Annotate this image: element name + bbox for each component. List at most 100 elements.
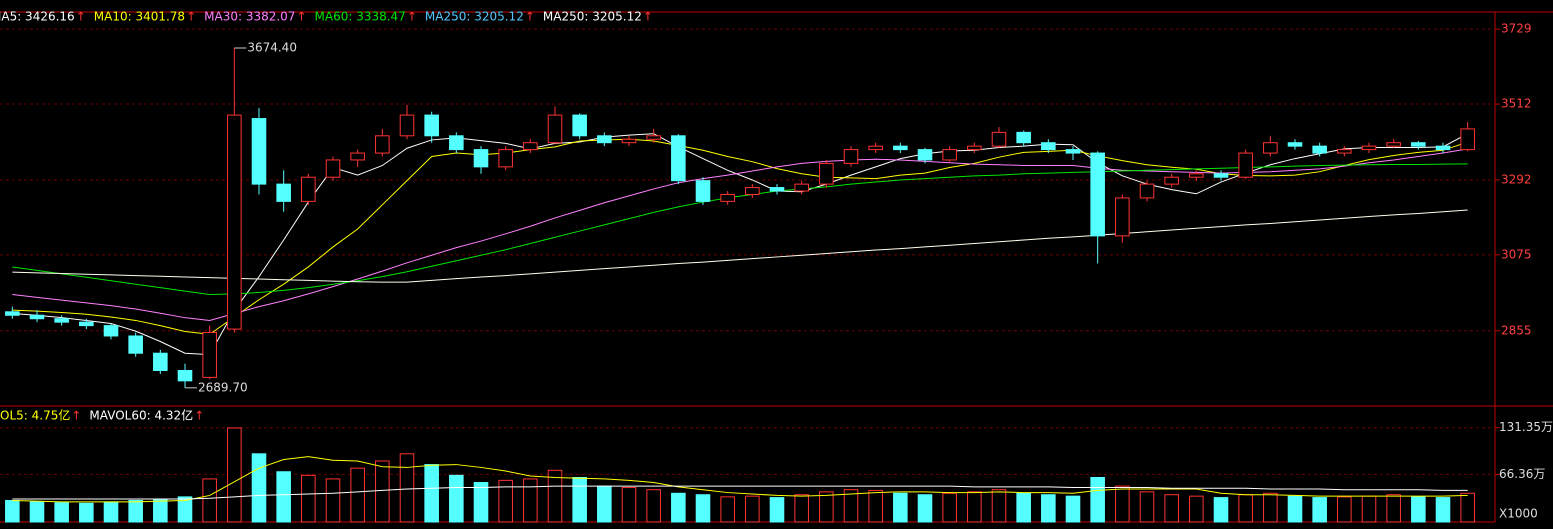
- volume-bar: [1041, 494, 1056, 523]
- volume-bar: [1139, 491, 1155, 523]
- candle-body: [967, 145, 982, 151]
- legend-arrow: ↑: [407, 10, 417, 24]
- legend-arrow: ↑: [76, 10, 86, 24]
- volume-bar: [646, 489, 661, 523]
- volume-bar: [695, 494, 711, 523]
- legend-entry: MAVOL60: 4.32亿: [89, 408, 193, 423]
- volume-bar: [276, 471, 291, 523]
- volume-bar: [1238, 494, 1253, 523]
- volume-bar: [868, 489, 883, 523]
- candle-body: [1065, 149, 1081, 154]
- candle-body: [1016, 131, 1031, 144]
- volume-bar: [153, 498, 168, 523]
- volume-bar: [547, 469, 563, 523]
- candle-body: [202, 332, 217, 378]
- mavol-line: [12, 485, 1468, 500]
- candle-body: [375, 135, 390, 154]
- volume-bar: [523, 478, 538, 523]
- volume-bar: [1065, 495, 1081, 523]
- candle-body: [1361, 145, 1377, 151]
- volume-bar: [967, 491, 982, 523]
- volume-bar: [819, 491, 834, 523]
- volume-bar: [54, 502, 69, 523]
- candle-body: [819, 162, 834, 185]
- ma-line: [12, 209, 1468, 283]
- candle-body: [1337, 149, 1352, 154]
- volume-bar: [1312, 497, 1327, 523]
- candle-body: [745, 187, 760, 195]
- volume-bar: [1411, 496, 1426, 523]
- candle-body: [646, 135, 661, 140]
- volume-bar: [498, 479, 513, 523]
- candle-body: [251, 118, 267, 185]
- legend-entry: MA30: 3382.07: [204, 10, 295, 24]
- y-tick-label: 3512: [1501, 97, 1532, 111]
- candle-body: [991, 131, 1007, 147]
- candle-body: [1238, 152, 1253, 178]
- candle-body: [350, 152, 365, 161]
- candle-body: [794, 183, 809, 192]
- volume-bar: [942, 492, 957, 523]
- candle-body: [843, 149, 859, 164]
- candle-body: [54, 318, 69, 323]
- candle-body: [547, 114, 563, 144]
- volume-bar: [29, 501, 45, 523]
- candle-body: [671, 135, 686, 182]
- candle-body: [1189, 173, 1204, 178]
- legend-arrow: ↑: [525, 10, 535, 24]
- candle-body: [498, 149, 513, 168]
- candle-body: [1287, 142, 1303, 147]
- candle-body: [424, 114, 439, 137]
- candle-body: [79, 321, 94, 327]
- volume-bar: [843, 489, 859, 523]
- candle-body: [1139, 183, 1155, 199]
- volume-bar: [671, 492, 686, 523]
- volume-bar: [79, 502, 94, 523]
- volume-bar: [572, 476, 587, 523]
- volume-bar: [399, 453, 415, 523]
- candle-body: [29, 314, 45, 320]
- candle-body: [1213, 173, 1229, 178]
- y-tick-label: 131.35万: [1499, 420, 1553, 434]
- candle-body: [325, 159, 341, 178]
- candle-body: [1460, 128, 1475, 151]
- volume-bar: [1016, 492, 1031, 523]
- legend-entry: MA5: 3426.16: [0, 10, 75, 24]
- volume-bar: [1435, 497, 1451, 523]
- volume-bar: [893, 492, 908, 523]
- y-tick-label: 3292: [1501, 172, 1532, 186]
- volume-bar: [1263, 492, 1278, 523]
- volume-bar: [1337, 496, 1352, 523]
- legend-arrow: ↑: [643, 10, 653, 24]
- annotation: 3674.40: [247, 40, 297, 54]
- volume-bar: [917, 494, 933, 523]
- volume-bar: [103, 501, 119, 523]
- candle-body: [917, 149, 933, 161]
- volume-bar: [128, 499, 143, 523]
- candle-body: [1090, 152, 1105, 237]
- candle-body: [893, 145, 908, 151]
- volume-bar: [251, 453, 267, 523]
- volume-bar: [745, 495, 760, 523]
- candle-body: [1263, 142, 1278, 154]
- volume-bar: [424, 464, 439, 523]
- candle-body: [1115, 197, 1130, 237]
- legend-arrow: ↑: [296, 10, 306, 24]
- candle-body: [276, 183, 291, 202]
- legend-entry: VOL5: 4.75亿: [0, 408, 70, 423]
- legend-entry: MA250: 3205.12: [543, 10, 642, 24]
- volume-bar: [720, 496, 735, 523]
- candle-body: [1164, 176, 1179, 185]
- volume-bar: [1386, 494, 1401, 523]
- volume-bar: [350, 467, 365, 523]
- candle-body: [177, 369, 193, 382]
- volume-bar: [1213, 497, 1229, 523]
- candle-body: [399, 114, 415, 137]
- legend-arrow: ↑: [71, 409, 81, 423]
- candle-body: [572, 114, 587, 137]
- candle-body: [769, 187, 785, 192]
- ma-line: [12, 133, 1468, 356]
- ma-line: [12, 163, 1468, 296]
